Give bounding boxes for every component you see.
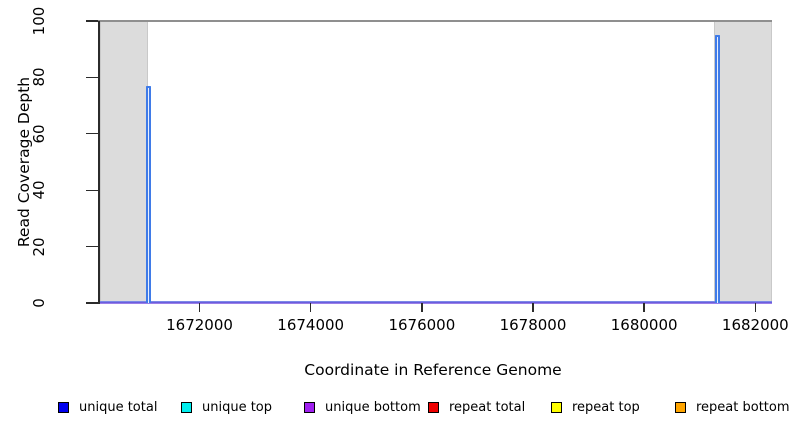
y-tick-label: 0 bbox=[30, 298, 48, 308]
x-tick-label: 1678000 bbox=[499, 316, 567, 334]
legend-item: unique bottom bbox=[304, 400, 421, 415]
y-axis-title: Read Coverage Depth bbox=[15, 76, 33, 248]
x-tick bbox=[532, 303, 534, 312]
y-tick bbox=[86, 245, 98, 248]
legend-label: unique bottom bbox=[325, 400, 421, 415]
legend-swatch-repeat-top bbox=[551, 402, 562, 413]
y-tick bbox=[86, 302, 98, 304]
legend-item: unique total bbox=[58, 400, 157, 415]
x-tick-label: 1674000 bbox=[277, 316, 345, 334]
x-tick bbox=[198, 303, 201, 312]
shaded-region bbox=[99, 21, 148, 303]
y-tick bbox=[86, 20, 98, 22]
legend-swatch-repeat-total bbox=[428, 402, 439, 413]
x-tick bbox=[643, 303, 645, 312]
x-tick-label: 1676000 bbox=[388, 316, 456, 334]
legend-label: repeat bottom bbox=[696, 400, 790, 415]
legend-item: repeat bottom bbox=[675, 400, 790, 415]
baseline bbox=[99, 301, 772, 304]
legend-item: unique top bbox=[181, 400, 272, 415]
coverage-spike bbox=[715, 35, 721, 303]
y-axis-line bbox=[98, 21, 100, 304]
x-tick bbox=[754, 303, 757, 312]
y-tick bbox=[86, 189, 98, 191]
x-tick-label: 1672000 bbox=[166, 316, 233, 334]
legend-swatch-unique-top bbox=[181, 402, 192, 413]
legend-label: repeat total bbox=[449, 400, 526, 415]
max-depth-line bbox=[87, 20, 772, 22]
y-tick bbox=[86, 133, 98, 135]
coverage-spike bbox=[145, 85, 151, 303]
shaded-region bbox=[714, 21, 772, 303]
legend-label: repeat top bbox=[572, 400, 640, 415]
legend: unique total unique top unique bottom repea… bbox=[0, 400, 792, 420]
legend-swatch-unique-total bbox=[58, 402, 69, 413]
y-tick-label: 100 bbox=[30, 6, 48, 36]
legend-label: unique top bbox=[202, 400, 273, 415]
x-axis-title: Coordinate in Reference Genome bbox=[304, 361, 562, 379]
legend-item: repeat top bbox=[551, 400, 640, 415]
x-tick bbox=[309, 303, 312, 312]
legend-swatch-unique-bottom bbox=[304, 402, 315, 413]
legend-swatch-repeat-bottom bbox=[675, 402, 686, 413]
y-tick bbox=[86, 76, 98, 79]
x-tick bbox=[421, 303, 423, 312]
legend-label: unique total bbox=[79, 400, 158, 415]
legend-item: repeat total bbox=[428, 400, 525, 415]
x-tick-label: 1680000 bbox=[610, 316, 678, 334]
x-tick-label: 1682000 bbox=[721, 316, 789, 334]
